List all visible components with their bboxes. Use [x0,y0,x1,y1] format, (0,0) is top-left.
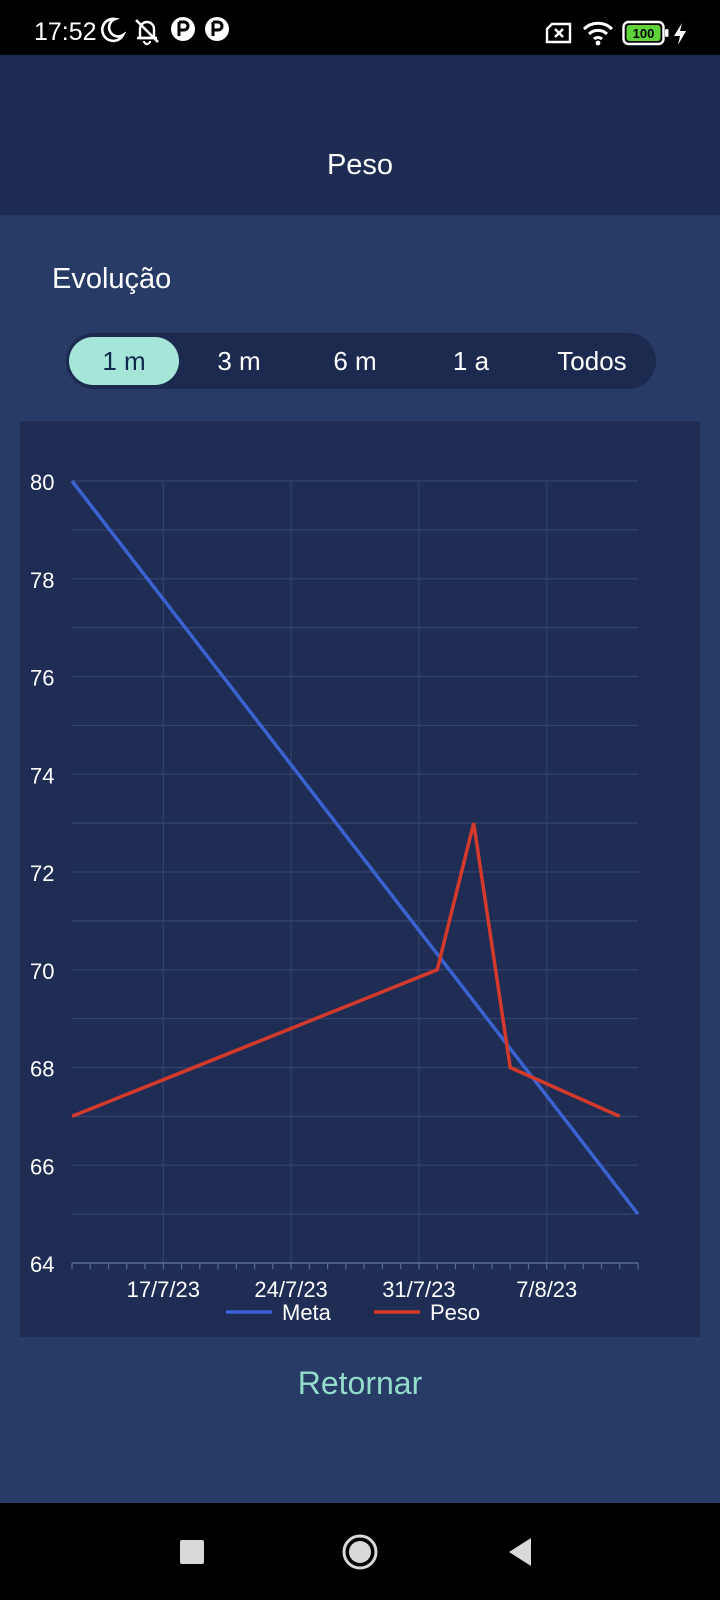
legend-label: Meta [282,1300,332,1325]
recent-apps-icon[interactable] [169,1529,215,1575]
tab-all[interactable]: Todos [557,346,627,376]
x-tick-label: 7/8/23 [516,1277,577,1302]
app-notification-icon [171,17,195,41]
y-tick-label: 80 [30,470,54,495]
back-button[interactable]: Retornar [297,1365,423,1401]
app-header: Peso [0,55,720,215]
battery-icon: 100 [622,20,669,46]
series-line-meta [70,479,640,1216]
tab-6-months[interactable]: 6 m [333,346,377,376]
tab-1-year[interactable]: 1 a [452,346,490,376]
home-icon[interactable] [337,1529,383,1575]
charging-icon [674,23,686,45]
range-tabs: 1 m 3 m 6 m 1 a Todos [66,333,656,389]
no-sim-icon [545,22,572,44]
navigation-bar [0,1503,720,1600]
back-icon[interactable] [497,1529,543,1575]
x-tick-label: 17/7/23 [127,1277,200,1302]
tab-1-month[interactable]: 1 m [69,337,179,385]
bell-off-icon [135,19,159,46]
x-tick-label: 24/7/23 [254,1277,327,1302]
page-title: Peso [326,149,394,181]
legend-label: Peso [430,1300,480,1325]
y-tick-label: 68 [30,1057,54,1082]
x-tick-label: 31/7/23 [382,1277,455,1302]
app-notification-icon [205,17,229,41]
status-bar: 17:52 100 [0,0,720,55]
y-tick-label: 66 [30,1154,54,1179]
y-tick-label: 74 [30,763,54,788]
y-tick-label: 72 [30,861,54,886]
battery-level: 100 [633,26,655,41]
y-tick-label: 76 [30,666,54,691]
y-tick-label: 78 [30,568,54,593]
weight-chart: 64 66 68 70 72 74 76 78 80 17/7/23 24/7/23 31/7/23 7… [20,421,700,1337]
series-line-peso [71,822,621,1119]
tab-3-months[interactable]: 3 m [217,346,261,376]
chart-canvas: 64 66 68 70 72 74 76 78 80 17/7/23 24/7/23 31/7/23 7… [30,470,640,1325]
y-tick-label: 64 [30,1252,54,1277]
y-tick-label: 70 [30,959,54,984]
section-title: Evolução [52,263,172,295]
status-time: 17:52 [34,18,97,46]
wifi-icon [582,21,614,46]
main-content: Evolução 1 m 3 m 6 m 1 a Todos 64 66 68 70 7… [0,215,720,1503]
moon-icon [100,17,126,43]
